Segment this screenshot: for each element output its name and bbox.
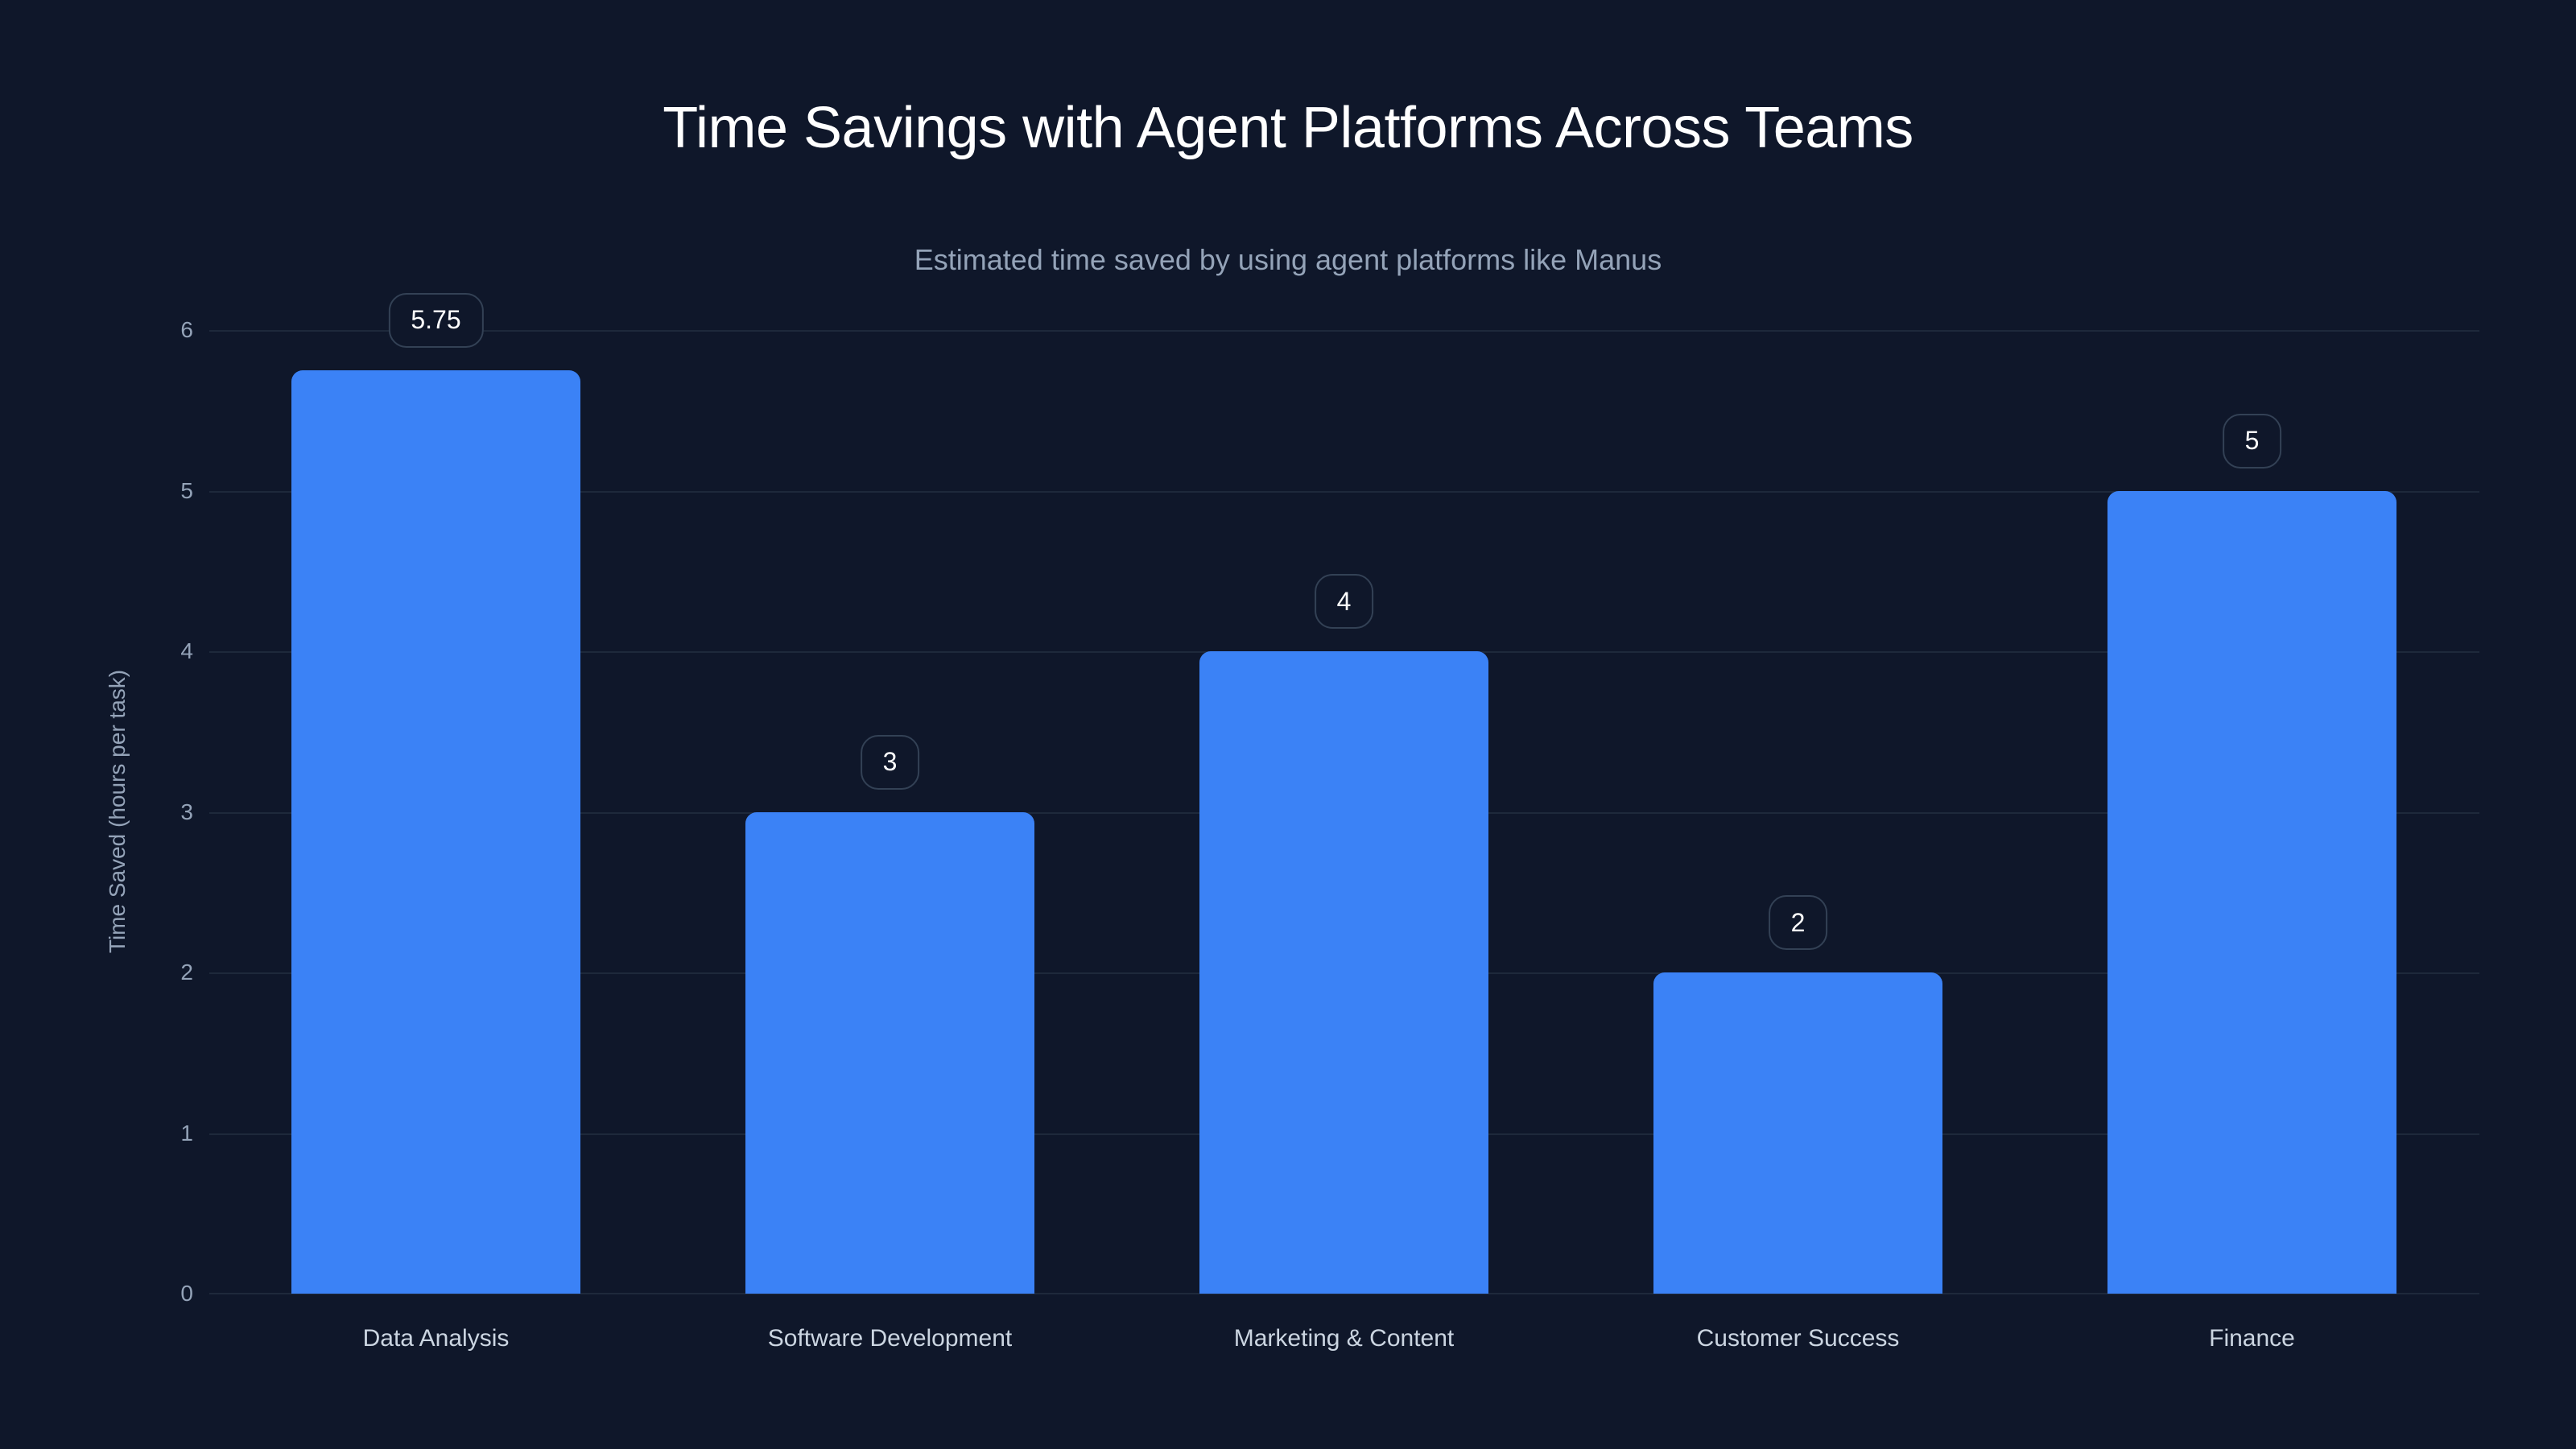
y-tick: 1 [180,1120,193,1146]
x-tick-label: Data Analysis [362,1325,510,1352]
x-tick-label: Finance [2209,1325,2295,1352]
bar-software-development[interactable] [745,811,1034,1294]
bar-customer-success[interactable] [1653,972,1942,1294]
bar-data-analysis[interactable] [291,369,580,1294]
value-label: 5.75 [388,292,484,348]
x-axis-baseline [209,1293,2479,1294]
y-tick: 2 [180,960,193,985]
value-label: 3 [860,734,920,790]
y-tick: 3 [180,799,193,824]
y-tick: 4 [180,638,193,663]
x-tick-label: Marketing & Content [1233,1325,1455,1352]
gridline-6 [209,330,2479,332]
chart-title: Time Savings with Agent Platforms Across… [663,96,1913,160]
bar-finance[interactable] [2107,490,2396,1294]
value-label: 4 [1314,574,1374,629]
y-tick: 0 [180,1281,193,1306]
x-tick-label: Software Development [767,1325,1013,1352]
gridline-5 [209,490,2479,493]
chart-subtitle: Estimated time saved by using agent plat… [914,243,1662,276]
bar-marketing-content[interactable] [1199,651,1488,1294]
y-tick: 6 [180,317,193,342]
value-label: 5 [2222,413,2282,469]
value-label: 2 [1768,895,1828,950]
y-tick: 5 [180,477,193,503]
y-axis-label: Time Saved (hours per task) [105,669,130,954]
x-tick-label: Customer Success [1696,1325,1900,1352]
plot-area: 6 5 4 3 2 1 0 5.75 3 4 2 5 Data Analysis… [180,292,2479,1352]
